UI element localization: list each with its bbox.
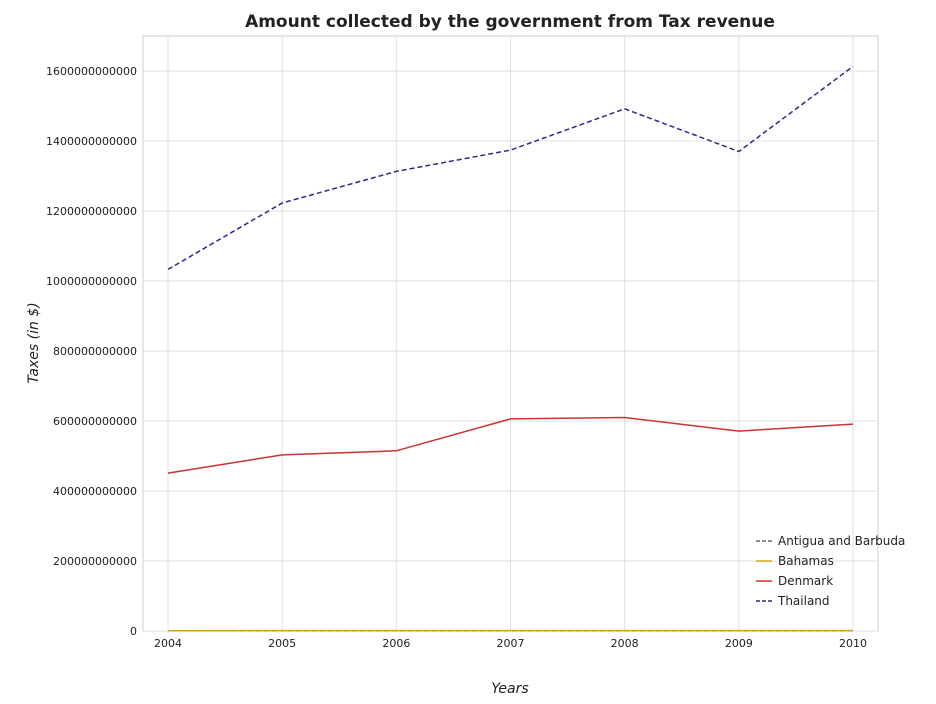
x-tick-label: 2006 [382,637,410,650]
x-tick-label: 2010 [839,637,867,650]
y-tick-label: 1200000000000 [46,205,137,218]
y-tick-label: 0 [130,625,137,638]
y-tick-label: 400000000000 [53,485,137,498]
legend: Antigua and Barbuda Bahamas Denmark Thailan… [756,534,905,608]
x-tick-label: 2007 [497,637,525,650]
y-tick-label: 1000000000000 [46,275,137,288]
y-tick-label: 200000000000 [53,555,137,568]
x-tick-label: 2004 [154,637,182,650]
x-tick-label: 2009 [725,637,753,650]
legend-label: Thailand [777,594,830,608]
grid [143,36,878,631]
legend-label: Denmark [778,574,833,588]
y-tick-label: 1400000000000 [46,135,137,148]
legend-label: Antigua and Barbuda [778,534,905,548]
y-tick-label: 800000000000 [53,345,137,358]
chart-title: Amount collected by the government from … [245,12,775,32]
x-tick-label: 2008 [611,637,639,650]
y-tick-label: 600000000000 [53,415,137,428]
x-tick-label: 2005 [268,637,296,650]
x-axis-title: Years [491,681,528,697]
y-axis-title: Taxes (in $) [26,302,42,383]
y-tick-label: 1600000000000 [46,65,137,78]
axes: 0 200000000000 400000000000 600000000000 800… [46,65,867,650]
legend-label: Bahamas [778,554,834,568]
